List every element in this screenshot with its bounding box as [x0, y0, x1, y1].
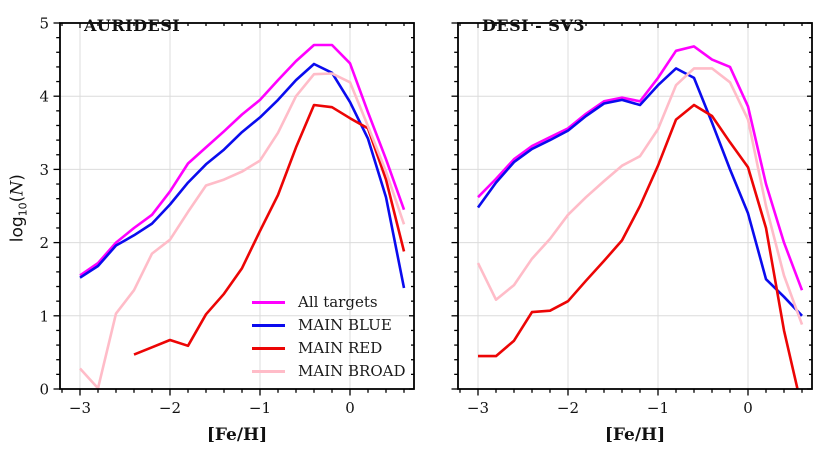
y-tick-label: 3 [39, 161, 49, 179]
x-tick-label: −1 [647, 399, 669, 417]
x-tick-label: −2 [557, 399, 579, 417]
x-tick-label: −2 [159, 399, 181, 417]
series-line-all-targets [79, 43, 406, 277]
legend-label: MAIN RED [298, 339, 383, 357]
legend-label: MAIN BLUE [298, 316, 392, 334]
x-tick-label: −3 [467, 399, 489, 417]
legend-item-main-red: MAIN RED [252, 337, 422, 360]
legend-line-swatch [252, 369, 285, 374]
legend-item-all-targets: All targets [252, 291, 422, 314]
panel-title-desi-sv3: DESI - SV3 [482, 16, 585, 35]
legend-label: All targets [298, 293, 378, 311]
y-tick-label: 4 [39, 88, 49, 106]
y-tick-label: 1 [39, 307, 49, 325]
y-tick-label: 0 [39, 381, 49, 399]
x-tick-label: 0 [743, 399, 753, 417]
legend-label: MAIN BROAD [298, 362, 406, 380]
y-axis-label: log10(N) [7, 174, 30, 243]
x-tick-label: −1 [249, 399, 271, 417]
legend: All targets MAIN BLUE MAIN RED MAIN BROA… [252, 291, 422, 383]
legend-line-swatch [252, 323, 285, 328]
legend-item-main-blue: MAIN BLUE [252, 314, 422, 337]
series-line-main-broad [476, 67, 804, 326]
y-tick-label: 2 [39, 234, 49, 252]
y-tick-label: 5 [39, 15, 49, 33]
series-line-main-red [478, 103, 799, 390]
x-tick-label: 0 [345, 399, 355, 417]
series-line-main-red [133, 103, 406, 356]
series-line-all-targets [477, 45, 804, 291]
legend-line-swatch [252, 346, 285, 351]
series-line-main-broad [79, 72, 406, 390]
legend-line-swatch [252, 300, 285, 305]
x-tick-label: −3 [69, 399, 91, 417]
series-line-main-blue [79, 62, 406, 289]
x-axis-label-left: [Fe/H] [206, 425, 268, 445]
x-axis-label-right: [Fe/H] [604, 425, 666, 445]
panel-title-auridesi: AURIDESI [84, 16, 181, 35]
axes-spines [457, 22, 813, 390]
series-line-main-blue [476, 67, 803, 317]
axes-spines [59, 22, 415, 390]
legend-item-main-broad: MAIN BROAD [252, 360, 422, 383]
